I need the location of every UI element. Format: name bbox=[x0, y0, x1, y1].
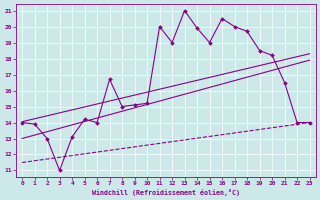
X-axis label: Windchill (Refroidissement éolien,°C): Windchill (Refroidissement éolien,°C) bbox=[92, 189, 240, 196]
